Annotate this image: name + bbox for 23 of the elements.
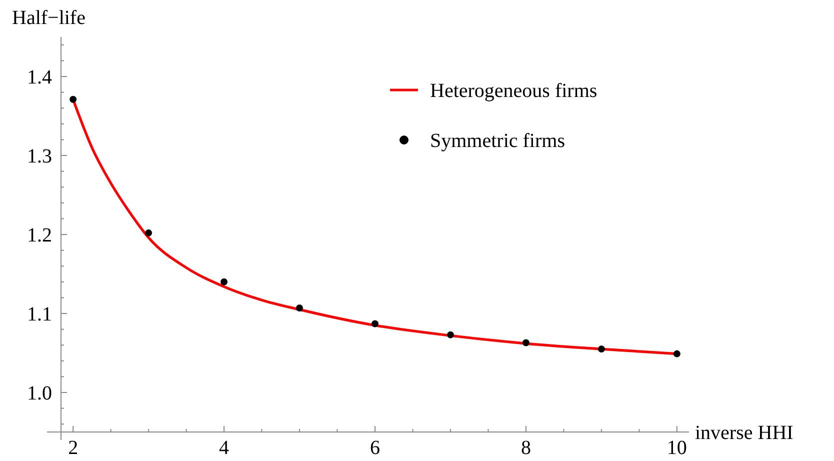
point	[673, 350, 680, 358]
x-tick-label: 10	[666, 437, 687, 459]
point	[145, 229, 152, 236]
x-axis-title: inverse HHI	[695, 422, 794, 444]
y-tick-label: 1.4	[27, 66, 52, 88]
x-tick-label: 8	[520, 437, 531, 459]
legend-label: Heterogeneous firms	[430, 80, 598, 102]
y-tick-label: 1.2	[27, 224, 52, 246]
legend-label: Symmetric firms	[430, 130, 566, 152]
y-tick-label: 1.0	[27, 382, 52, 404]
point	[70, 96, 77, 103]
point	[522, 339, 530, 346]
x-tick-label: 4	[219, 437, 230, 459]
y-axis-title: Half−life	[12, 7, 86, 29]
y-tick-label: 1.3	[27, 146, 52, 168]
point	[296, 304, 304, 312]
x-tick-label: 2	[68, 437, 78, 459]
point	[446, 331, 454, 338]
x-tick-label: 6	[370, 437, 380, 459]
point	[220, 278, 228, 286]
y-tick-label: 1.1	[27, 304, 52, 326]
point	[372, 320, 378, 328]
point	[598, 346, 605, 353]
